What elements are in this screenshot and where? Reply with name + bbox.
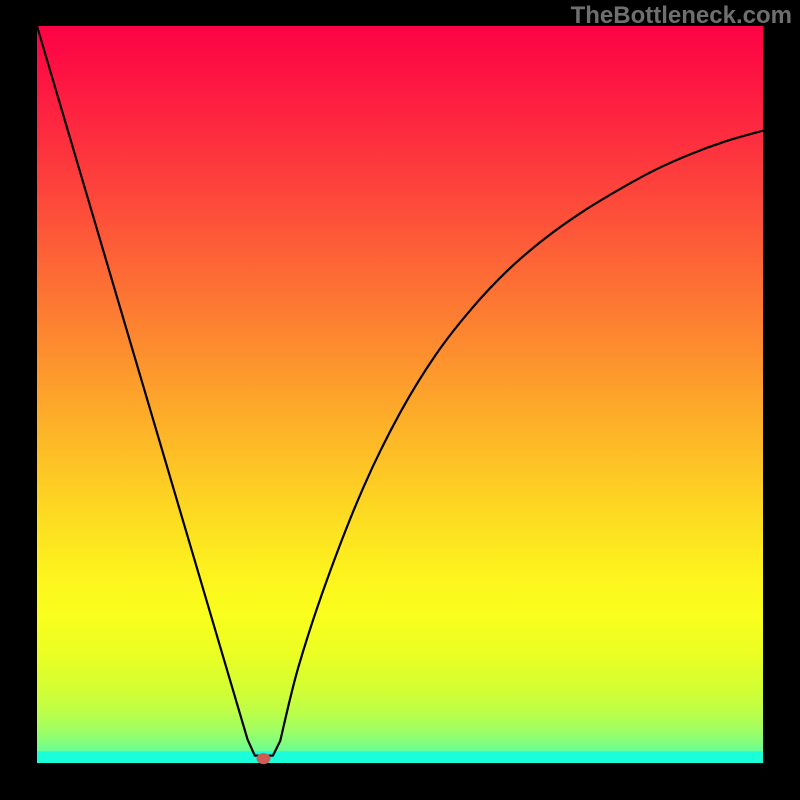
chart-container: TheBottleneck.com: [0, 0, 800, 800]
watermark-text: TheBottleneck.com: [571, 2, 792, 30]
chart-svg: [0, 0, 800, 800]
baseline-band: [37, 751, 763, 763]
optimum-marker: [257, 753, 271, 764]
